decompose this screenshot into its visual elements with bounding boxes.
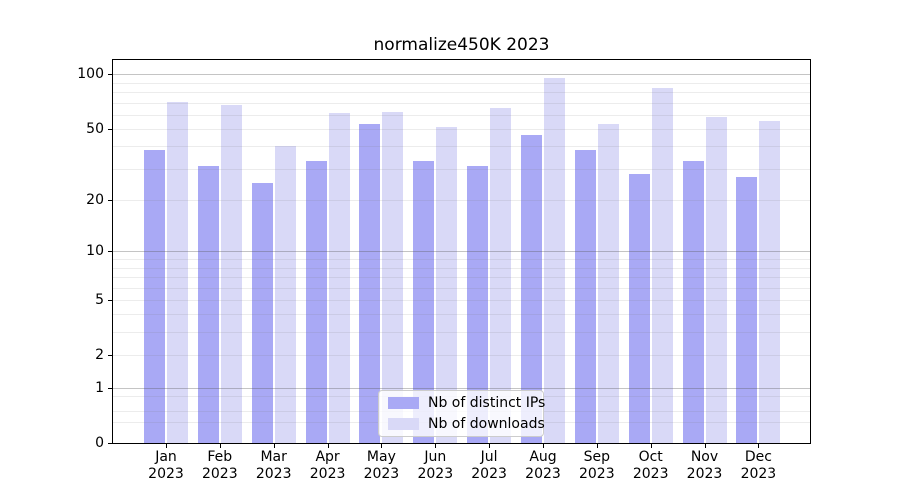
bar-downloads [382, 112, 404, 443]
bars-layer [113, 60, 810, 443]
x-tick-label-line: 2023 [255, 466, 292, 482]
y-tick-label: 1 [95, 379, 104, 396]
x-tick-label-line: Nov [690, 449, 719, 465]
x-tick-label: May 2023 [349, 449, 413, 483]
legend-swatch-downloads [388, 418, 419, 430]
bar-downloads [543, 78, 565, 443]
x-tick-label-line: Aug [529, 449, 557, 465]
bar-distinct-ips [682, 161, 704, 443]
x-tick-label-line: 2023 [363, 466, 400, 482]
y-tick-label: 100 [77, 66, 104, 83]
x-tick-label-line: Jun [424, 449, 447, 465]
bar-downloads [759, 121, 781, 443]
y-tick-label: 50 [86, 120, 104, 137]
y-tick-mark [108, 251, 112, 253]
x-tick-label-line: 2023 [201, 466, 238, 482]
x-tick-label-line: Jan [155, 449, 177, 465]
bar-downloads [328, 113, 350, 443]
x-tick-mark [381, 444, 383, 448]
legend-row: Nb of distinct IPs [388, 395, 545, 411]
x-tick-label: Jul 2023 [457, 449, 521, 483]
bar-downloads [436, 127, 458, 443]
legend-label: Nb of distinct IPs [428, 395, 546, 411]
x-tick-label: Dec 2023 [726, 449, 790, 483]
x-tick-label-line: 2023 [578, 466, 615, 482]
bar-downloads [597, 124, 619, 443]
x-tick-mark [758, 444, 760, 448]
x-tick-mark [435, 444, 437, 448]
bar-distinct-ips [197, 166, 219, 443]
legend: Nb of distinct IPs Nb of downloads [378, 390, 545, 437]
bar-distinct-ips [520, 135, 542, 443]
x-tick-label-line: May [366, 449, 396, 465]
bar-distinct-ips [144, 150, 165, 443]
x-tick-label-line: 2023 [417, 466, 454, 482]
bar-downloads [490, 108, 512, 443]
bar-downloads [220, 104, 242, 443]
bar-downloads [705, 117, 727, 443]
y-tick-mark [108, 199, 112, 201]
y-tick-label: 10 [86, 243, 104, 260]
bar-distinct-ips [467, 166, 489, 443]
x-tick-mark [650, 444, 652, 448]
x-tick-label-line: Apr [315, 449, 340, 465]
bar-distinct-ips [413, 161, 435, 443]
x-tick-label-line: Mar [260, 449, 287, 465]
x-tick-label-line: Sep [583, 449, 610, 465]
x-tick-label-line: 2023 [309, 466, 346, 482]
x-tick-label-line: 2023 [471, 466, 507, 482]
y-tick-label: 20 [86, 191, 104, 208]
x-tick-label: Jun 2023 [403, 449, 467, 483]
x-tick-label: Oct 2023 [619, 449, 683, 483]
bar-downloads [274, 146, 296, 443]
x-tick-label-line: Oct [638, 449, 663, 465]
y-tick-mark [108, 443, 112, 444]
x-tick-label-line: Dec [744, 449, 772, 465]
bar-distinct-ips [628, 173, 650, 443]
x-tick-mark [596, 444, 598, 448]
x-tick-label: Mar 2023 [242, 449, 306, 483]
x-tick-mark [273, 444, 275, 448]
x-tick-label-line: Jul [480, 449, 498, 465]
x-tick-label-line: Feb [207, 449, 233, 465]
x-tick-mark [704, 444, 706, 448]
plot-area [112, 59, 811, 444]
x-tick-mark [219, 444, 221, 448]
x-tick-label: Feb 2023 [188, 449, 252, 483]
bar-distinct-ips [251, 182, 273, 443]
y-tick-label: 2 [95, 347, 104, 364]
x-tick-mark [166, 444, 167, 448]
bar-distinct-ips [359, 124, 381, 443]
y-tick-mark [108, 74, 112, 76]
x-tick-label: Sep 2023 [565, 449, 629, 483]
legend-swatch-distinct-ips [388, 397, 419, 409]
y-tick-label: 0 [95, 435, 104, 451]
bar-downloads [651, 88, 673, 443]
chart-title: normalize450K 2023 [373, 35, 550, 55]
x-tick-mark [489, 444, 491, 448]
x-tick-label-line: 2023 [632, 466, 669, 482]
x-tick-label: Aug 2023 [511, 449, 575, 483]
x-tick-label: Apr 2023 [296, 449, 360, 483]
y-tick-mark [108, 128, 112, 130]
x-tick-mark [543, 444, 544, 448]
y-tick-mark [108, 387, 112, 389]
x-tick-label: Nov 2023 [673, 449, 737, 483]
bar-distinct-ips [574, 150, 596, 443]
y-tick-mark [108, 299, 112, 301]
bar-distinct-ips [736, 176, 758, 443]
x-tick-label: Jan 2023 [134, 449, 198, 483]
bar-distinct-ips [305, 161, 327, 443]
legend-label: Nb of downloads [428, 416, 545, 432]
legend-row: Nb of downloads [388, 416, 545, 432]
x-tick-label-line: 2023 [686, 466, 723, 482]
x-tick-label-line: 2023 [525, 466, 561, 482]
y-tick-label: 5 [95, 291, 104, 308]
x-tick-label-line: 2023 [148, 466, 184, 482]
x-tick-label-line: 2023 [740, 466, 777, 482]
x-tick-mark [327, 444, 329, 448]
y-tick-mark [108, 355, 112, 357]
bar-downloads [167, 102, 188, 443]
